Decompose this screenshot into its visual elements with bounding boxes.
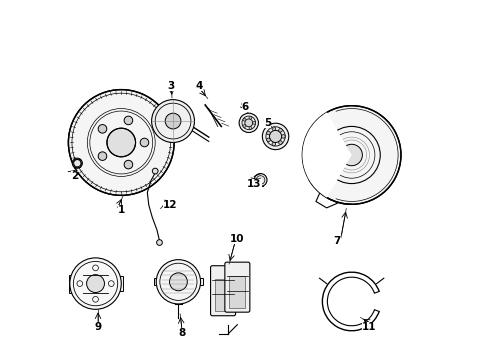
Circle shape: [252, 121, 255, 124]
Circle shape: [151, 100, 194, 143]
Circle shape: [98, 125, 106, 133]
FancyBboxPatch shape: [195, 278, 203, 285]
Circle shape: [302, 106, 400, 204]
Circle shape: [269, 130, 281, 143]
Text: 11: 11: [361, 322, 375, 332]
Text: 8: 8: [178, 328, 185, 338]
FancyBboxPatch shape: [210, 266, 235, 316]
Text: 1: 1: [118, 205, 124, 215]
Wedge shape: [302, 112, 351, 198]
Circle shape: [278, 141, 282, 144]
Circle shape: [244, 119, 252, 127]
Text: 4: 4: [195, 81, 203, 91]
Circle shape: [248, 126, 251, 129]
Circle shape: [248, 116, 251, 119]
Circle shape: [152, 168, 158, 174]
FancyBboxPatch shape: [229, 276, 244, 308]
FancyBboxPatch shape: [69, 275, 75, 293]
FancyBboxPatch shape: [116, 276, 122, 291]
Text: 2: 2: [71, 171, 78, 181]
Circle shape: [278, 129, 282, 132]
Circle shape: [124, 160, 132, 169]
Circle shape: [70, 258, 121, 309]
Circle shape: [124, 116, 132, 125]
Circle shape: [156, 240, 162, 246]
Circle shape: [165, 113, 181, 129]
FancyBboxPatch shape: [154, 278, 162, 285]
Circle shape: [340, 144, 362, 166]
Text: 13: 13: [247, 179, 261, 189]
Circle shape: [243, 125, 245, 127]
FancyBboxPatch shape: [257, 183, 263, 186]
Text: 10: 10: [229, 234, 244, 244]
Circle shape: [271, 127, 275, 131]
Text: 12: 12: [163, 200, 177, 210]
FancyBboxPatch shape: [215, 279, 230, 311]
Circle shape: [262, 123, 288, 150]
Text: 6: 6: [241, 102, 248, 112]
Text: 5: 5: [264, 118, 271, 128]
Text: 9: 9: [94, 322, 102, 332]
Circle shape: [72, 158, 82, 168]
Circle shape: [254, 174, 266, 186]
Circle shape: [266, 138, 270, 141]
Circle shape: [169, 273, 187, 291]
Circle shape: [156, 260, 200, 304]
Circle shape: [98, 152, 106, 161]
Circle shape: [271, 142, 275, 146]
Text: 7: 7: [333, 236, 340, 246]
Circle shape: [266, 131, 270, 135]
Circle shape: [239, 113, 258, 132]
Text: 3: 3: [167, 81, 175, 91]
Circle shape: [68, 90, 174, 195]
FancyBboxPatch shape: [224, 262, 249, 312]
Circle shape: [86, 275, 104, 293]
Circle shape: [281, 135, 285, 138]
Circle shape: [140, 138, 148, 147]
Circle shape: [107, 128, 135, 157]
Circle shape: [243, 118, 245, 121]
